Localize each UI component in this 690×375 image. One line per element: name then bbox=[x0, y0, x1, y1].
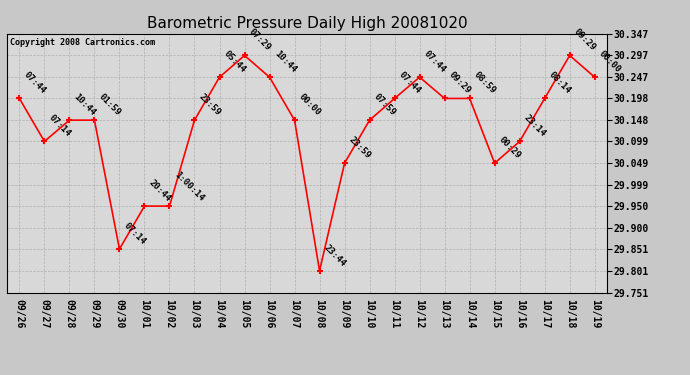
Text: 23:59: 23:59 bbox=[197, 92, 223, 117]
Text: 23:44: 23:44 bbox=[322, 243, 348, 268]
Text: 00:00: 00:00 bbox=[598, 49, 623, 74]
Text: 07:44: 07:44 bbox=[22, 70, 48, 96]
Text: 07:44: 07:44 bbox=[422, 49, 448, 74]
Text: 20:44: 20:44 bbox=[147, 178, 172, 203]
Text: 23:14: 23:14 bbox=[522, 113, 548, 139]
Text: 09:29: 09:29 bbox=[447, 70, 473, 96]
Text: 10:44: 10:44 bbox=[273, 49, 297, 74]
Text: 1:00:14: 1:00:14 bbox=[172, 170, 205, 203]
Text: 10:44: 10:44 bbox=[72, 92, 97, 117]
Text: 07:59: 07:59 bbox=[373, 92, 397, 117]
Text: 08:59: 08:59 bbox=[473, 70, 497, 96]
Title: Barometric Pressure Daily High 20081020: Barometric Pressure Daily High 20081020 bbox=[147, 16, 467, 31]
Text: 07:29: 07:29 bbox=[247, 27, 273, 53]
Text: 07:44: 07:44 bbox=[397, 70, 423, 96]
Text: Copyright 2008 Cartronics.com: Copyright 2008 Cartronics.com bbox=[10, 38, 155, 46]
Text: 00:29: 00:29 bbox=[497, 135, 523, 160]
Text: 01:59: 01:59 bbox=[97, 92, 123, 117]
Text: 07:14: 07:14 bbox=[47, 113, 72, 139]
Text: 05:44: 05:44 bbox=[222, 49, 248, 74]
Text: 09:29: 09:29 bbox=[573, 27, 598, 53]
Text: 07:14: 07:14 bbox=[122, 221, 148, 246]
Text: 08:14: 08:14 bbox=[547, 70, 573, 96]
Text: 23:59: 23:59 bbox=[347, 135, 373, 160]
Text: 00:00: 00:00 bbox=[297, 92, 323, 117]
